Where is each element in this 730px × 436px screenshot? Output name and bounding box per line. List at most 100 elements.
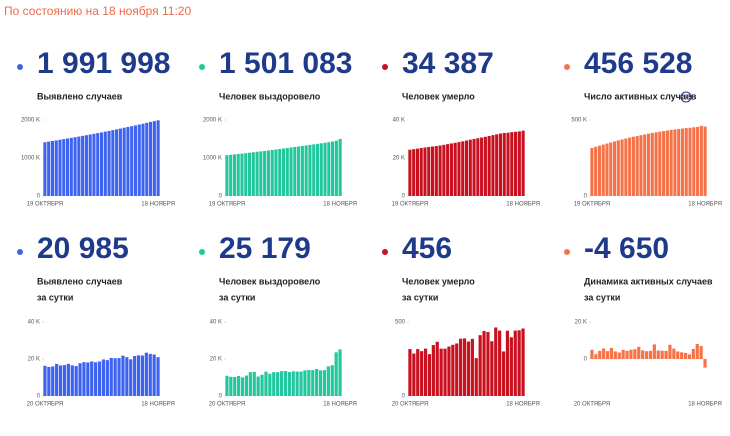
bar (514, 131, 518, 196)
bar (703, 359, 707, 368)
x-tick-label: 20 ОКТЯБРЯ (209, 402, 246, 408)
card-label: Человек выздоровело (219, 276, 321, 286)
bar (408, 149, 412, 196)
bar (229, 154, 233, 196)
bar (427, 146, 431, 196)
y-tick-label: 0 (402, 194, 406, 200)
bar (92, 133, 96, 196)
bar (140, 355, 145, 396)
bar (252, 371, 256, 396)
bar (487, 135, 491, 196)
bullet (382, 64, 388, 70)
bar (136, 355, 141, 396)
bar (81, 135, 85, 196)
bar (304, 145, 308, 196)
bar (683, 352, 688, 359)
bar (461, 141, 465, 196)
x-tick-label: 18 НОЯБРЯ (506, 202, 540, 208)
bar (62, 365, 67, 396)
bar (233, 376, 237, 396)
card-label: Человек умерло (402, 276, 475, 286)
bar (236, 153, 240, 196)
card-label: Человек выздоровело (219, 91, 321, 101)
bar (464, 140, 469, 196)
y-tick-label: 40 K (393, 118, 405, 124)
bar (498, 330, 502, 396)
bar (699, 346, 703, 359)
bar (466, 341, 471, 396)
bar (118, 128, 122, 196)
bar (126, 126, 130, 196)
bar (149, 121, 153, 196)
bar (125, 357, 129, 396)
bar (510, 132, 514, 196)
bar (229, 376, 233, 396)
bar (648, 350, 653, 359)
bar (152, 121, 156, 196)
bar (470, 338, 474, 396)
bar (99, 132, 104, 196)
bar (225, 155, 229, 196)
bar (609, 347, 614, 359)
bar (130, 126, 134, 196)
y-tick-label: 20 K (393, 156, 405, 162)
bar (628, 137, 632, 196)
bar (272, 372, 276, 396)
bar (446, 144, 450, 196)
bar (521, 328, 525, 396)
bar (47, 366, 51, 396)
bar (495, 134, 499, 196)
bar (457, 142, 461, 196)
bar (117, 358, 121, 396)
bar (616, 140, 620, 196)
bar (633, 349, 637, 359)
card-label: Динамика активных случаев (584, 276, 713, 286)
bar (687, 354, 692, 359)
bar (312, 144, 316, 196)
bar (434, 146, 438, 196)
card-label: Выявлено случаев (37, 91, 123, 101)
bar (58, 365, 63, 396)
bar (521, 130, 525, 196)
bar (334, 140, 338, 196)
bar (498, 133, 503, 196)
card-sublabel: за сутки (37, 292, 73, 302)
bar (82, 362, 86, 396)
bar (660, 350, 664, 359)
bar (646, 133, 651, 196)
bar (431, 345, 435, 396)
bar (635, 135, 639, 196)
y-tick-label: 40 K (210, 320, 222, 326)
bar (101, 359, 106, 396)
bar (285, 147, 289, 196)
bar (129, 359, 133, 396)
bar (699, 125, 703, 196)
bar (408, 349, 412, 396)
bar (133, 125, 138, 196)
bar (476, 138, 480, 196)
x-tick-label: 20 ОКТЯБРЯ (574, 402, 611, 408)
bar (654, 132, 658, 196)
bar (650, 132, 654, 196)
x-tick-label: 18 НОЯБРЯ (688, 402, 722, 408)
bar (330, 365, 334, 396)
bar (598, 350, 602, 359)
bar (449, 143, 453, 196)
bar (438, 145, 442, 196)
bar (281, 148, 286, 196)
bar (311, 370, 315, 396)
bar (270, 149, 274, 196)
help-icon[interactable] (680, 91, 692, 103)
bar (84, 135, 88, 196)
bar (297, 146, 301, 196)
bar (601, 144, 605, 196)
card-label: Выявлено случаев (37, 276, 123, 286)
y-tick-label: 20 K (28, 357, 40, 363)
bar (113, 358, 117, 396)
bar (472, 138, 476, 196)
x-tick-label: 18 НОЯБРЯ (323, 202, 357, 208)
help-icon-mark[interactable]: ? (684, 94, 688, 101)
y-tick-label: 0 (584, 357, 588, 363)
bar (225, 375, 229, 396)
